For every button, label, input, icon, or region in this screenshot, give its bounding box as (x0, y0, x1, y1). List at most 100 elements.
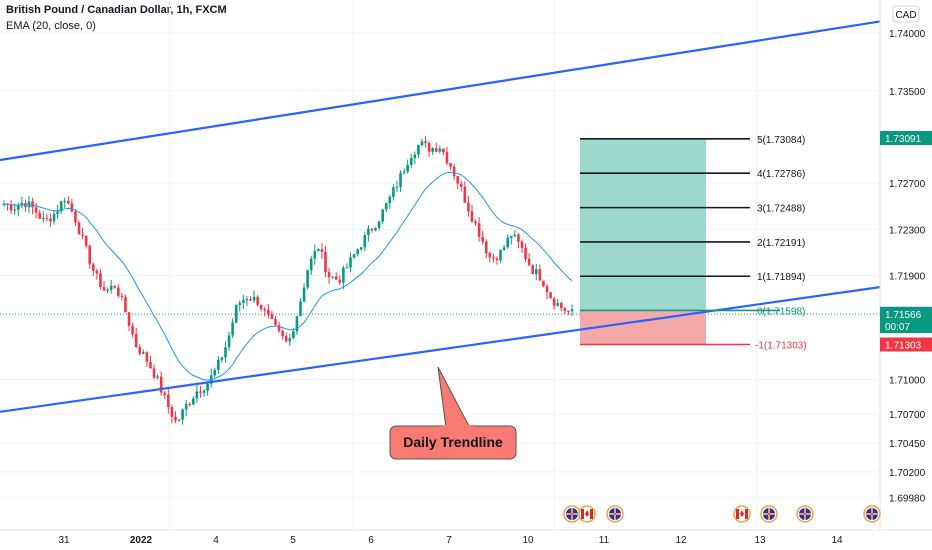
candle (556, 298, 560, 307)
candle-body (234, 304, 238, 323)
candle (509, 235, 513, 245)
candle-body (534, 269, 538, 275)
candle-body (163, 392, 167, 395)
candle-body (570, 309, 574, 312)
candle-body (59, 201, 63, 212)
candle-body (27, 201, 31, 207)
candle (427, 141, 431, 157)
candle-body (242, 300, 245, 303)
candle (417, 144, 420, 159)
candle-body (520, 241, 524, 248)
candle (549, 292, 552, 299)
candle (9, 199, 13, 214)
candle-body (331, 276, 334, 278)
candle (459, 180, 463, 192)
candle (524, 243, 527, 262)
canada-flag-band (745, 509, 748, 519)
callout-text: Daily Trendline (403, 434, 503, 450)
candle (163, 390, 167, 400)
candle-body (338, 279, 342, 283)
candle (345, 263, 349, 269)
ema-line (3, 171, 573, 381)
canada-flag-icon[interactable] (733, 505, 751, 523)
lower-channel-line[interactable] (0, 286, 881, 413)
candle-body (445, 152, 449, 164)
candle-body (434, 147, 438, 152)
candle (2, 200, 6, 207)
candle-body (149, 361, 152, 369)
candle (495, 256, 499, 265)
time-tick-label: 6 (368, 535, 374, 546)
candle (352, 254, 356, 259)
candle-body (170, 407, 174, 417)
candle-body (452, 166, 456, 177)
uk-flag-icon[interactable] (563, 505, 581, 523)
candle-body (124, 297, 127, 313)
time-tick-label: 11 (599, 535, 610, 546)
candle-body (224, 347, 227, 358)
candle-body (409, 158, 413, 165)
candle (409, 153, 413, 168)
candle-body (2, 204, 6, 206)
candle (270, 310, 274, 320)
candle-body (492, 257, 495, 259)
indicator-legend[interactable]: EMA (20, close, 0) (6, 20, 96, 32)
candle-body (556, 303, 560, 306)
candle (170, 404, 174, 424)
candle-body (249, 299, 252, 301)
candle (220, 356, 224, 363)
candle-body (395, 186, 399, 188)
candle-body (388, 196, 392, 204)
candle (320, 243, 324, 259)
candle-body (384, 203, 388, 210)
candle-body (274, 318, 277, 326)
channel-lines[interactable] (0, 20, 881, 413)
uk-flag-icon[interactable] (760, 505, 778, 523)
candle (263, 306, 267, 317)
candle-body (459, 183, 463, 187)
candle-body (402, 171, 406, 173)
candle (463, 181, 467, 204)
candle-body (31, 201, 34, 208)
uk-flag-icon[interactable] (796, 505, 814, 523)
candle (492, 253, 495, 263)
candle-body (363, 235, 367, 248)
candle-body (477, 223, 481, 237)
candle-body (424, 141, 427, 143)
candle (206, 382, 209, 396)
time-axis[interactable]: 31 2022 4 5 6 7 10 11 12 13 14 (0, 505, 932, 546)
candle (288, 334, 292, 346)
uk-flag-icon[interactable] (606, 505, 624, 523)
candle (199, 385, 202, 398)
candle (413, 151, 417, 165)
candle (52, 210, 56, 225)
candle-body (109, 286, 113, 290)
candle (156, 374, 159, 380)
canada-flag-icon[interactable] (578, 505, 596, 523)
candle-body (138, 347, 142, 354)
candle-body (349, 257, 352, 268)
candle (177, 419, 181, 422)
upper-channel-line[interactable] (0, 20, 881, 162)
candle-body (117, 287, 120, 296)
candle-body (152, 368, 156, 378)
candle (95, 268, 99, 280)
candle (552, 296, 556, 310)
candle (406, 159, 409, 174)
candle (327, 268, 331, 284)
candle (392, 184, 395, 201)
uk-flag-icon[interactable] (863, 505, 881, 523)
candle-body (567, 310, 570, 312)
candle (470, 204, 474, 224)
price-tick-label: 1.71900 (889, 272, 926, 283)
candle-body (174, 416, 177, 421)
currency-badge[interactable]: CAD (892, 5, 920, 23)
candle-body (299, 301, 302, 317)
candle (363, 231, 367, 251)
price-axis[interactable]: 1.74000 1.73500 1.72700 1.72300 1.71900 1.710… (879, 0, 932, 530)
candle (356, 248, 359, 257)
candle-body (263, 309, 267, 311)
candle (188, 402, 192, 407)
candle-body (184, 404, 188, 410)
